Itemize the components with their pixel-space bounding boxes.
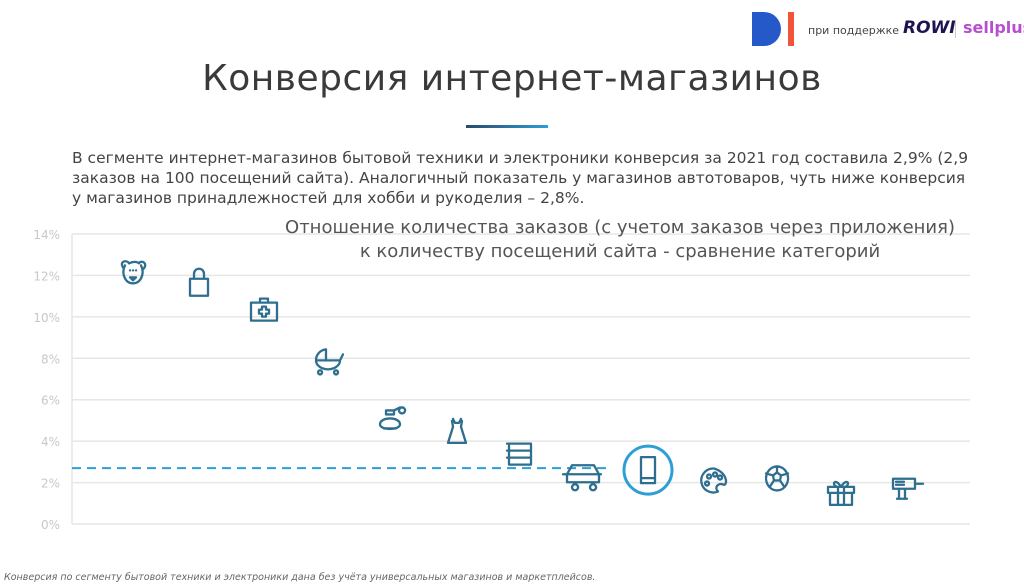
y-tick-label: 6% [41, 394, 60, 408]
data-point-stroller-icon [314, 348, 345, 376]
data-point-car-icon [561, 464, 603, 492]
footnote: Конверсия по сегменту бытовой техники и … [4, 572, 596, 583]
dress-icon [446, 417, 468, 445]
data-point-drill-icon [891, 477, 925, 500]
intro-text: В сегменте интернет-магазинов бытовой те… [72, 149, 969, 207]
y-tick-label: 10% [33, 311, 60, 325]
gift-icon [826, 480, 856, 507]
data-point-perfume-icon [378, 406, 407, 431]
logo-separator [955, 20, 956, 38]
y-tick-label: 14% [33, 228, 60, 242]
medical-kit-icon [249, 297, 279, 322]
perfume-icon [378, 406, 407, 431]
data-point-palette-icon [700, 467, 728, 494]
y-tick-label: 4% [41, 435, 60, 449]
data-point-dog-icon [120, 260, 147, 285]
title-underline [466, 125, 548, 128]
books-icon [505, 442, 533, 466]
y-tick-label: 8% [41, 352, 60, 366]
chart-title-line2: к количеству посещений сайта - сравнение… [359, 241, 881, 262]
y-tick-label: 12% [33, 269, 60, 283]
data-point-ball-icon [764, 465, 790, 492]
page-title: Конверсия интернет-магазинов [202, 58, 822, 99]
smartphone-icon [639, 455, 657, 485]
data-point-books-icon [505, 442, 533, 466]
shopping-bag-icon [188, 267, 210, 297]
stroller-icon [314, 348, 345, 376]
drill-icon [891, 477, 925, 500]
y-tick-label: 0% [41, 518, 60, 532]
data-point-gift-icon [826, 480, 856, 507]
y-tick-label: 2% [41, 477, 60, 491]
car-icon [561, 464, 603, 492]
dog-icon [120, 260, 147, 285]
support-text: при поддержке [808, 24, 900, 37]
di-logo [752, 12, 794, 46]
sellplus-logo: sellplus [963, 18, 1024, 37]
data-point-shopping-bag-icon [188, 267, 210, 297]
highlight-ring [622, 444, 674, 496]
chart-title-line1: Отношение количества заказов (с учетом з… [285, 217, 955, 238]
ball-icon [764, 465, 790, 492]
chart-title: Отношение количества заказов (с учетом з… [260, 216, 980, 264]
data-point-smartphone-icon [622, 444, 674, 496]
rowi-logo: ROWI [903, 18, 956, 38]
data-point-medical-kit-icon [249, 297, 279, 322]
palette-icon [700, 467, 728, 494]
data-point-dress-icon [446, 417, 468, 445]
